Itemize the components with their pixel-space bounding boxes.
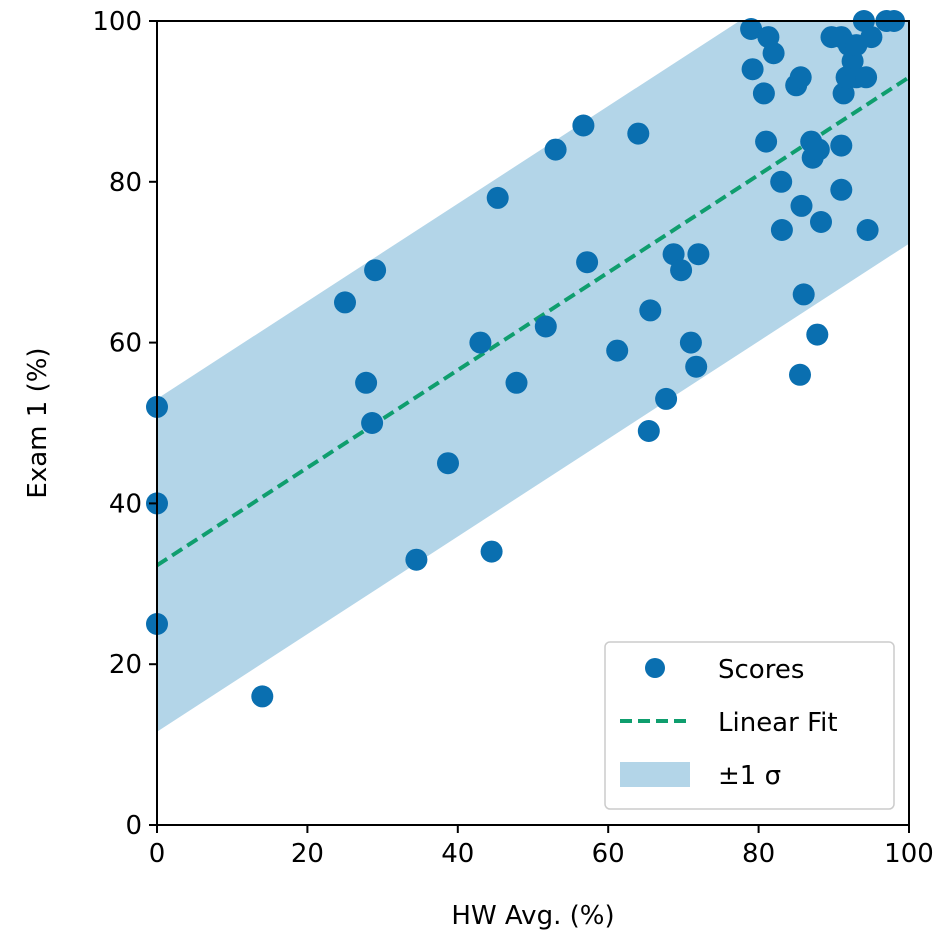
data-point xyxy=(638,420,660,442)
data-point xyxy=(437,452,459,474)
data-point xyxy=(606,340,628,362)
y-tick-label: 0 xyxy=(125,811,142,841)
data-point xyxy=(685,356,707,378)
data-point xyxy=(860,26,882,48)
data-point xyxy=(469,332,491,354)
data-point xyxy=(855,66,877,88)
data-point xyxy=(806,324,828,346)
legend-label-band: ±1 σ xyxy=(718,761,781,791)
y-axis-label: Exam 1 (%) xyxy=(23,347,53,498)
data-point xyxy=(753,82,775,104)
y-tick-label: 40 xyxy=(109,489,142,519)
legend-label-scores: Scores xyxy=(718,655,804,685)
data-point xyxy=(687,243,709,265)
x-tick-label: 0 xyxy=(149,839,166,869)
data-point xyxy=(576,251,598,273)
data-point xyxy=(830,135,852,157)
x-tick-label: 100 xyxy=(884,839,934,869)
legend: Scores Linear Fit ±1 σ xyxy=(605,642,894,809)
data-point xyxy=(481,541,503,563)
x-tick-label: 60 xyxy=(592,839,625,869)
data-point xyxy=(793,283,815,305)
data-point xyxy=(361,412,383,434)
data-point xyxy=(355,372,377,394)
x-tick-label: 80 xyxy=(742,839,775,869)
data-point xyxy=(857,219,879,241)
data-point xyxy=(655,388,677,410)
data-point xyxy=(770,171,792,193)
data-point xyxy=(487,187,509,209)
data-point xyxy=(535,316,557,338)
x-tick-label: 20 xyxy=(291,839,324,869)
legend-marker-scores xyxy=(645,658,665,678)
data-point xyxy=(755,131,777,153)
y-tick-label: 60 xyxy=(109,329,142,359)
data-point xyxy=(808,139,830,161)
y-tick-label: 80 xyxy=(109,168,142,198)
data-point xyxy=(680,332,702,354)
legend-label-fit: Linear Fit xyxy=(718,708,838,738)
y-tick-label: 20 xyxy=(109,650,142,680)
data-point xyxy=(771,219,793,241)
data-point xyxy=(742,58,764,80)
data-point xyxy=(364,259,386,281)
data-point xyxy=(670,259,692,281)
x-tick-label: 40 xyxy=(441,839,474,869)
x-axis-label: HW Avg. (%) xyxy=(451,901,614,931)
data-point xyxy=(627,123,649,145)
data-point xyxy=(405,549,427,571)
data-point xyxy=(790,66,812,88)
data-point xyxy=(545,139,567,161)
data-point xyxy=(791,195,813,217)
data-point xyxy=(830,179,852,201)
data-point xyxy=(763,42,785,64)
data-point xyxy=(506,372,528,394)
data-point xyxy=(810,211,832,233)
data-point xyxy=(639,299,661,321)
legend-marker-band xyxy=(620,762,690,787)
data-point xyxy=(572,115,594,137)
fit-line-layer xyxy=(157,77,909,565)
fit-line xyxy=(157,77,909,565)
data-point xyxy=(334,291,356,313)
data-point xyxy=(789,364,811,386)
y-tick-label: 100 xyxy=(92,7,142,37)
data-point xyxy=(251,685,273,707)
